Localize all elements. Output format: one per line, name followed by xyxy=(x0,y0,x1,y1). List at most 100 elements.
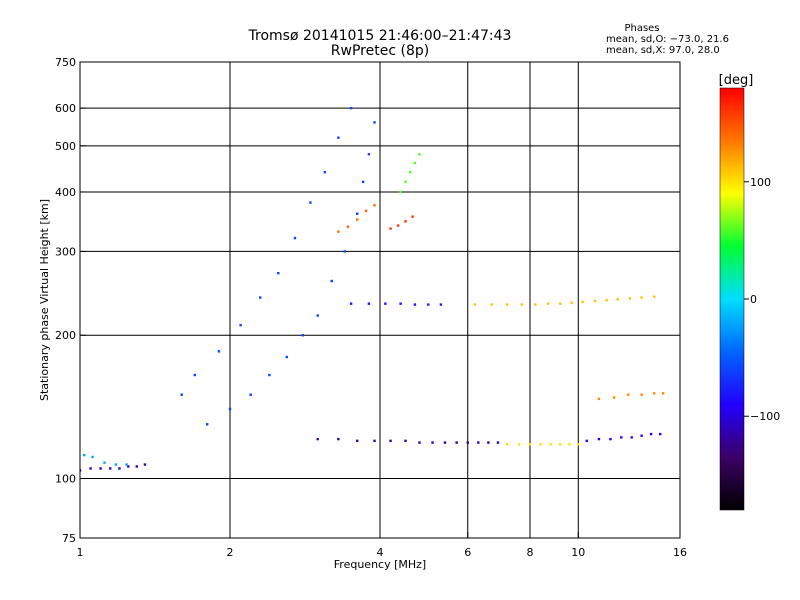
data-point xyxy=(473,303,477,306)
data-point xyxy=(83,453,86,457)
colorbar-ticks: 100 0 −100 xyxy=(744,176,780,423)
data-point xyxy=(367,302,371,305)
data-point xyxy=(367,153,371,156)
x-tick-label: 1 xyxy=(77,546,84,559)
data-point xyxy=(361,180,365,184)
data-point xyxy=(609,437,612,441)
data-point xyxy=(337,136,340,139)
data-point xyxy=(546,302,550,305)
data-point xyxy=(640,296,643,299)
data-point xyxy=(396,224,400,227)
data-point xyxy=(443,441,447,444)
data-point xyxy=(259,296,262,299)
data-point xyxy=(605,298,608,302)
series-f-region-trace-230-km xyxy=(349,302,443,306)
data-point xyxy=(316,437,319,441)
data-point xyxy=(404,180,407,184)
data-point xyxy=(217,350,221,353)
data-point xyxy=(597,437,601,441)
grid-layer xyxy=(80,62,680,538)
data-point xyxy=(399,190,402,194)
data-point xyxy=(301,334,305,337)
data-point xyxy=(309,201,312,204)
series-e-layer-trace xyxy=(80,463,147,472)
colorbar-tick-label: 0 xyxy=(750,293,757,306)
data-point xyxy=(649,432,653,436)
data-point xyxy=(496,441,500,444)
data-point xyxy=(364,209,368,213)
data-point xyxy=(399,302,402,305)
data-point xyxy=(118,467,121,470)
y-axis-label: Stationary phase Virtual Height [km] xyxy=(38,199,51,401)
data-point xyxy=(418,441,421,444)
colorbar xyxy=(719,87,745,511)
data-point xyxy=(373,121,376,124)
x-tick-label: 6 xyxy=(464,546,471,559)
data-point xyxy=(389,439,392,443)
data-point xyxy=(661,392,665,395)
data-point xyxy=(620,436,623,439)
data-point xyxy=(577,443,580,446)
data-point xyxy=(346,225,350,228)
data-point xyxy=(349,302,353,305)
data-point xyxy=(559,443,562,446)
data-point xyxy=(205,423,209,426)
data-point xyxy=(277,272,280,275)
data-point xyxy=(135,465,138,468)
data-point xyxy=(193,373,197,377)
data-point xyxy=(330,279,333,283)
chart-title: Tromsø 20141015 21:46:00–21:47:43 xyxy=(248,28,512,44)
colorbar-tick-label: −100 xyxy=(750,410,780,423)
data-point xyxy=(517,443,521,446)
y-tick-label: 400 xyxy=(55,186,76,199)
data-point xyxy=(285,355,288,359)
data-point xyxy=(355,439,359,443)
x-tick-label: 8 xyxy=(527,546,534,559)
data-point xyxy=(268,373,271,377)
data-point xyxy=(239,323,242,327)
data-point xyxy=(373,439,376,443)
series-upper-f-trace-x- xyxy=(337,204,376,233)
y-tick-label: 600 xyxy=(55,102,76,115)
colorbar-tick-label: 100 xyxy=(750,176,771,189)
data-point xyxy=(99,467,102,470)
data-point xyxy=(455,441,458,444)
data-point xyxy=(103,461,106,464)
data-point xyxy=(431,441,434,444)
y-tick-label: 300 xyxy=(55,245,76,258)
series-es-trace-high- xyxy=(585,432,662,443)
data-point xyxy=(549,443,552,446)
data-point xyxy=(337,437,340,441)
data-point xyxy=(559,302,562,305)
y-tick-label: 100 xyxy=(55,473,76,486)
data-point xyxy=(616,298,619,301)
data-point xyxy=(612,396,616,399)
data-point xyxy=(323,171,327,174)
data-point xyxy=(316,314,319,317)
series-diffuse-f-spread xyxy=(180,106,376,426)
data-point xyxy=(404,220,407,223)
data-point xyxy=(109,467,112,470)
data-point xyxy=(640,393,643,396)
data-point xyxy=(80,469,82,472)
colorbar-label: [deg] xyxy=(719,73,754,88)
series-oblique-traces-high-freq- xyxy=(597,392,665,401)
data-point xyxy=(570,301,573,304)
data-point xyxy=(228,407,232,411)
data-point xyxy=(640,434,643,437)
data-point xyxy=(293,236,297,240)
data-point xyxy=(143,463,147,466)
data-point xyxy=(487,441,490,444)
data-point xyxy=(539,443,542,446)
data-point xyxy=(411,215,414,218)
data-point xyxy=(373,204,376,207)
data-point xyxy=(439,303,443,306)
data-point xyxy=(409,171,412,174)
data-point xyxy=(355,218,359,221)
data-point xyxy=(355,212,359,215)
data-point xyxy=(658,432,662,436)
data-point xyxy=(404,439,407,443)
data-point xyxy=(534,303,537,306)
x-axis-label: Frequency [MHz] xyxy=(334,558,426,571)
